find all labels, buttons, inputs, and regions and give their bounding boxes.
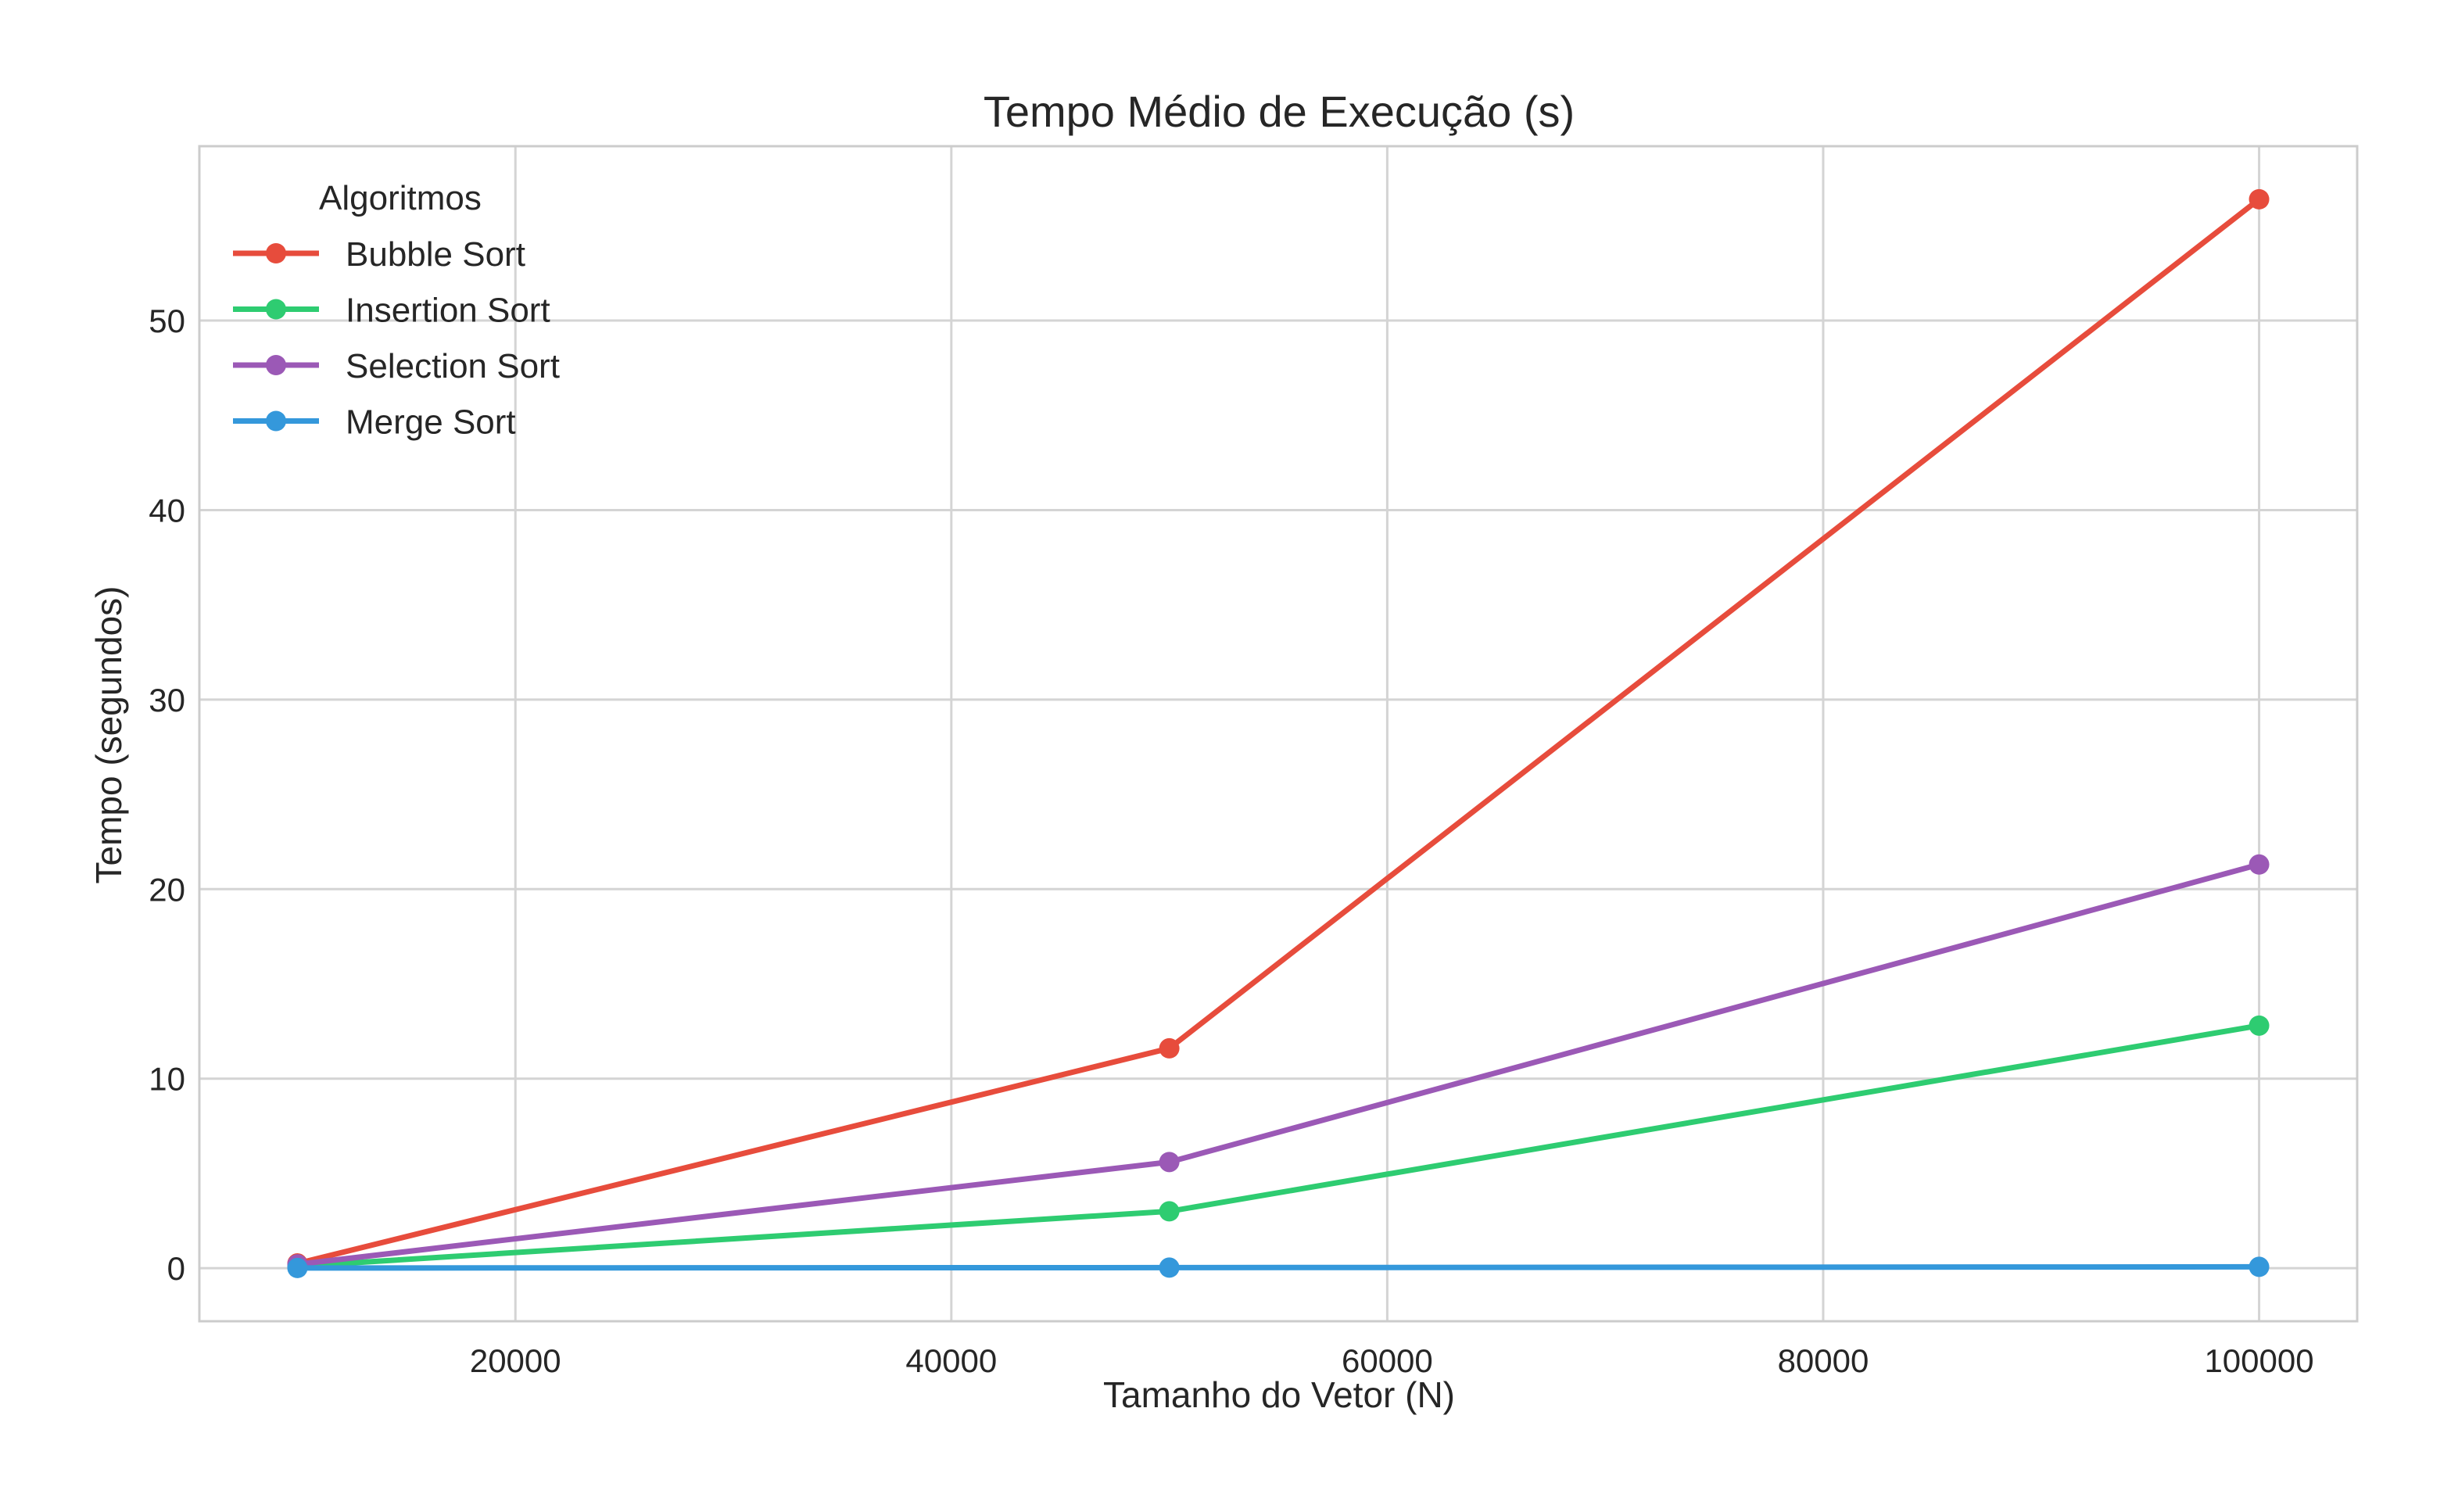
x-tick-label: 80000	[1778, 1342, 1869, 1379]
series-lines	[287, 188, 2270, 1278]
y-tick-label: 20	[149, 871, 185, 908]
legend-marker	[266, 410, 286, 432]
legend-item-insertion-sort: Insertion Sort	[233, 292, 550, 330]
data-point-insertion-sort	[1159, 1201, 1180, 1222]
y-tick-label: 50	[149, 303, 185, 339]
plot-frame	[198, 145, 2359, 1323]
chart-title: Tempo Médio de Execução (s)	[984, 87, 1575, 136]
x-tick-label: 20000	[470, 1342, 561, 1379]
legend: Algoritmos Bubble Sort Insertion Sort Sele…	[233, 179, 560, 442]
y-tick-label: 10	[149, 1061, 185, 1098]
x-axis-label: Tamanho do Vetor (N)	[1103, 1374, 1455, 1415]
legend-label: Bubble Sort	[346, 235, 525, 274]
legend-label: Merge Sort	[346, 403, 516, 442]
legend-marker	[266, 243, 286, 263]
data-point-merge-sort	[1159, 1257, 1180, 1278]
legend-item-selection-sort: Selection Sort	[233, 347, 560, 385]
series-merge-sort	[287, 1256, 2270, 1278]
x-tick-label: 100000	[2204, 1342, 2313, 1379]
data-point-selection-sort	[1159, 1152, 1180, 1173]
legend-title: Algoritmos	[319, 179, 482, 217]
tick-labels: 20000 40000 60000 80000 100000 0 10 20 30 40 50	[149, 303, 2313, 1379]
data-point-merge-sort	[287, 1257, 308, 1278]
legend-label: Selection Sort	[346, 347, 560, 385]
data-point-insertion-sort	[2249, 1015, 2270, 1036]
x-tick-label: 60000	[1342, 1342, 1433, 1379]
data-point-selection-sort	[2249, 854, 2270, 875]
y-tick-label: 30	[149, 682, 185, 718]
data-point-bubble-sort	[1159, 1037, 1180, 1059]
legend-item-bubble-sort: Bubble Sort	[233, 235, 525, 274]
legend-label: Insertion Sort	[346, 292, 550, 330]
legend-item-merge-sort: Merge Sort	[233, 403, 516, 442]
y-tick-label: 40	[149, 492, 185, 528]
data-point-bubble-sort	[2249, 188, 2270, 210]
y-tick-label: 0	[167, 1250, 185, 1287]
legend-marker	[266, 299, 286, 320]
legend-marker	[266, 355, 286, 375]
data-point-merge-sort	[2249, 1256, 2270, 1277]
x-tick-label: 40000	[905, 1342, 997, 1379]
y-axis-label: Tempo (segundos)	[88, 586, 129, 884]
